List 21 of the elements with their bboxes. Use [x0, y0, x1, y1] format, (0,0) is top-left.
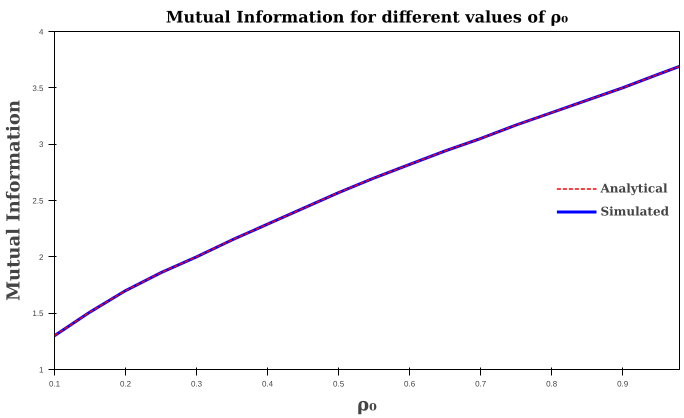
x-tick-label: 0.1 — [48, 380, 61, 388]
y-tick-label: 3.5 — [32, 84, 44, 93]
x-axis-title: ρ₀ — [357, 394, 378, 416]
x-tick-label: 0.2 — [120, 380, 132, 388]
y-tick-label: 4 — [39, 28, 44, 36]
x-tick-label: 0.5 — [333, 380, 345, 388]
x-tick-label: 0.7 — [475, 380, 487, 388]
x-tick-label: 0.6 — [404, 380, 416, 388]
x-tick-label: 0.4 — [262, 380, 274, 388]
y-tick-label: 1 — [39, 366, 44, 374]
y-axis-title: Mutual Information — [3, 100, 24, 301]
y-tick-label: 2 — [39, 252, 44, 262]
chart-title: Mutual Information for different values of ρ₀ — [166, 8, 568, 26]
legend-label: Simulated — [600, 204, 669, 218]
y-tick-label: 3 — [39, 140, 44, 150]
x-tick-label: 0.9 — [617, 380, 629, 388]
y-tick-label: 2.5 — [32, 196, 44, 206]
x-tick-label: 0.3 — [190, 380, 203, 388]
y-tick-label: 1.5 — [32, 309, 44, 318]
x-tick-label: 0.8 — [546, 380, 558, 388]
legend-label: Analytical — [600, 182, 668, 196]
